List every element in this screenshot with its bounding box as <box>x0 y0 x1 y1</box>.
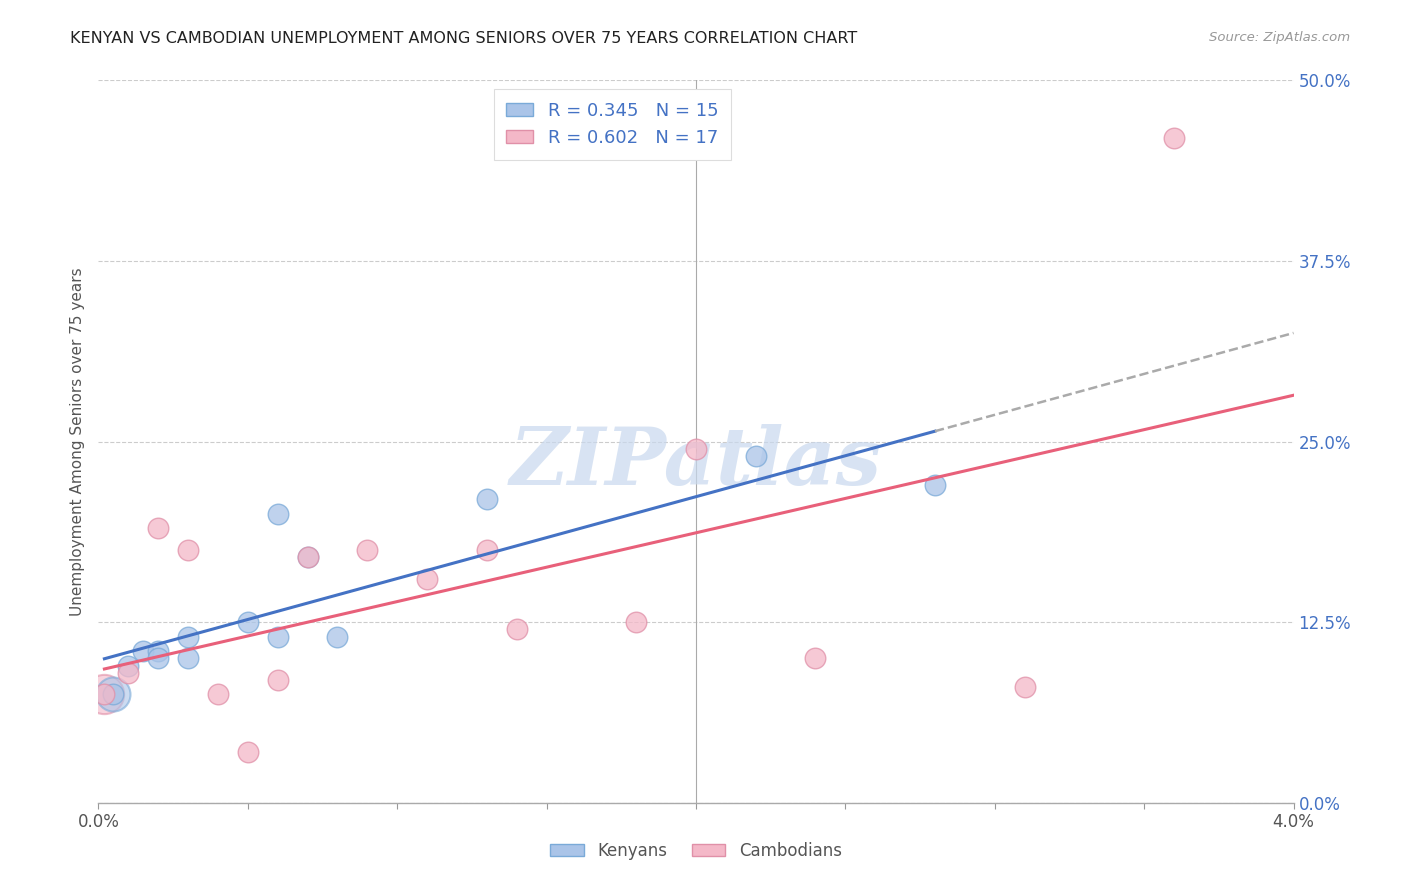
Point <box>177 542 200 557</box>
Point <box>297 550 319 565</box>
Point <box>1163 131 1185 145</box>
Point <box>416 572 439 586</box>
Point <box>506 623 529 637</box>
Point <box>177 651 200 665</box>
Point <box>236 745 259 759</box>
Point <box>1014 680 1036 694</box>
Point <box>103 687 125 701</box>
Point <box>924 478 946 492</box>
Point <box>745 449 768 463</box>
Text: KENYAN VS CAMBODIAN UNEMPLOYMENT AMONG SENIORS OVER 75 YEARS CORRELATION CHART: KENYAN VS CAMBODIAN UNEMPLOYMENT AMONG S… <box>70 31 858 46</box>
Legend: Kenyans, Cambodians: Kenyans, Cambodians <box>544 836 848 867</box>
Point <box>804 651 827 665</box>
Point <box>177 630 200 644</box>
Point <box>267 630 290 644</box>
Point <box>117 665 139 680</box>
Point <box>626 615 648 630</box>
Point <box>148 644 170 658</box>
Point <box>685 442 707 456</box>
Y-axis label: Unemployment Among Seniors over 75 years: Unemployment Among Seniors over 75 years <box>70 268 86 615</box>
Point <box>267 673 290 687</box>
Point <box>148 651 170 665</box>
Point <box>93 687 115 701</box>
Point <box>236 615 259 630</box>
Point <box>103 687 125 701</box>
Text: Source: ZipAtlas.com: Source: ZipAtlas.com <box>1209 31 1350 45</box>
Point <box>326 630 349 644</box>
Point <box>297 550 319 565</box>
Point <box>132 644 155 658</box>
Point <box>356 542 378 557</box>
Point <box>207 687 229 701</box>
Text: ZIPatlas: ZIPatlas <box>510 425 882 502</box>
Point <box>148 521 170 535</box>
Point <box>117 658 139 673</box>
Point <box>267 507 290 521</box>
Point <box>475 492 498 507</box>
Point <box>93 687 115 701</box>
Point <box>475 542 498 557</box>
